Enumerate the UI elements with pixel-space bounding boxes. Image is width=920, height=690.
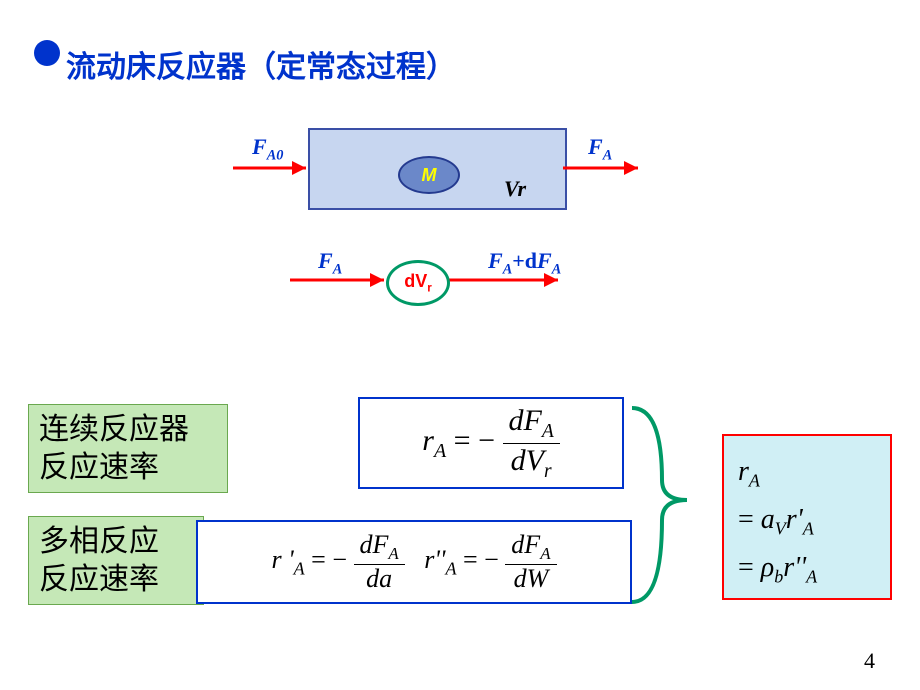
page-number: 4	[864, 648, 875, 674]
equation-combined: rA= aVr'A= ρbr''A	[722, 434, 892, 600]
dvr-oval: dVr	[386, 260, 450, 306]
label-FA-out: FA	[588, 134, 612, 164]
label-FA-in2: FA	[318, 248, 342, 278]
green-box-1: 连续反应器反应速率	[28, 404, 228, 493]
label-FA-dFA: FA+dFA	[488, 248, 561, 278]
equation-rA: rA = − dFAdVr	[358, 397, 624, 489]
page-title: 流动床反应器（定常态过程）	[66, 42, 456, 86]
m-oval: M	[398, 156, 460, 194]
green-box-2: 多相反应反应速率	[28, 516, 204, 605]
label-FA0: FA0	[252, 134, 283, 164]
equation-rprime: r 'A = − dFAda r''A = − dFAdW	[196, 520, 632, 604]
brace-icon	[632, 400, 712, 620]
bullet-icon	[34, 40, 60, 66]
m-label: M	[422, 165, 437, 186]
vr-label: Vr	[504, 176, 526, 202]
dvr-label: dVr	[404, 271, 432, 295]
